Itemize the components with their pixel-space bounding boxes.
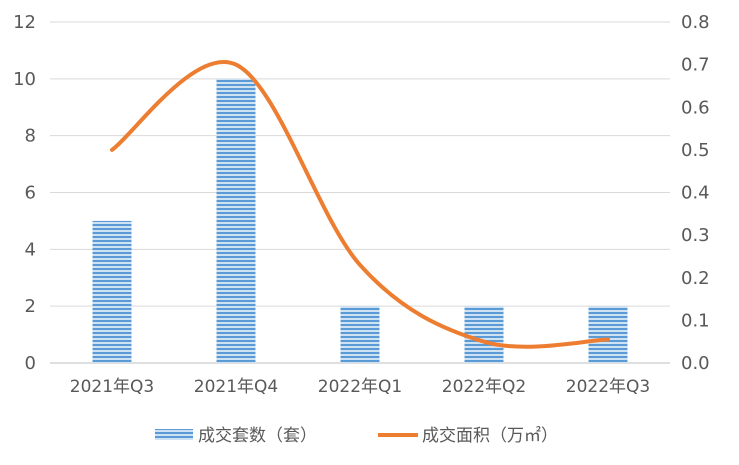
bar xyxy=(216,78,256,363)
gridlines xyxy=(50,21,670,364)
y-left-tick-label: 2 xyxy=(25,296,36,317)
line-path xyxy=(110,60,610,349)
x-tick-label: 2021年Q3 xyxy=(70,377,154,397)
y-left-tick-label: 6 xyxy=(25,183,36,204)
y-right-tick-label: 0.7 xyxy=(681,55,710,76)
x-tick-label: 2022年Q3 xyxy=(566,377,650,397)
y-left-tick-label: 8 xyxy=(25,126,36,147)
y-right-tick-label: 0.5 xyxy=(681,140,710,161)
y-left-tick-label: 12 xyxy=(13,12,36,33)
x-tick-label: 2022年Q2 xyxy=(442,377,526,397)
y-left-tick-label: 0 xyxy=(25,353,36,374)
legend-label-bar: 成交套数（套） xyxy=(198,426,317,446)
y-right-tick-label: 0.6 xyxy=(681,97,710,118)
bar xyxy=(464,306,504,363)
x-axis: 2021年Q3 2021年Q4 2022年Q1 2022年Q2 2022年Q3 xyxy=(70,377,650,397)
x-tick-label: 2022年Q1 xyxy=(318,377,402,397)
legend-label-line: 成交面积（万㎡） xyxy=(422,426,558,446)
y-left-tick-label: 10 xyxy=(13,69,36,90)
y-right-tick-label: 0.4 xyxy=(681,183,710,204)
y-left-tick-label: 4 xyxy=(25,239,36,260)
y-axis-right: 0.0 0.1 0.2 0.3 0.4 0.5 0.6 0.7 0.8 xyxy=(681,12,710,374)
y-right-tick-label: 0.0 xyxy=(681,353,710,374)
y-right-tick-label: 0.8 xyxy=(681,12,710,33)
bar xyxy=(340,306,380,363)
y-right-tick-label: 0.2 xyxy=(681,268,710,289)
legend-swatch-bar xyxy=(155,429,193,440)
y-right-tick-label: 0.1 xyxy=(681,310,710,331)
y-right-tick-label: 0.3 xyxy=(681,225,710,246)
line-series xyxy=(110,60,610,349)
bar xyxy=(588,306,628,363)
bar xyxy=(92,220,132,363)
x-tick-label: 2021年Q4 xyxy=(194,377,278,397)
y-axis-left: 0 2 4 6 8 10 12 xyxy=(13,12,36,374)
bar-series xyxy=(92,78,628,363)
legend: 成交套数（套） 成交面积（万㎡） xyxy=(155,426,558,446)
